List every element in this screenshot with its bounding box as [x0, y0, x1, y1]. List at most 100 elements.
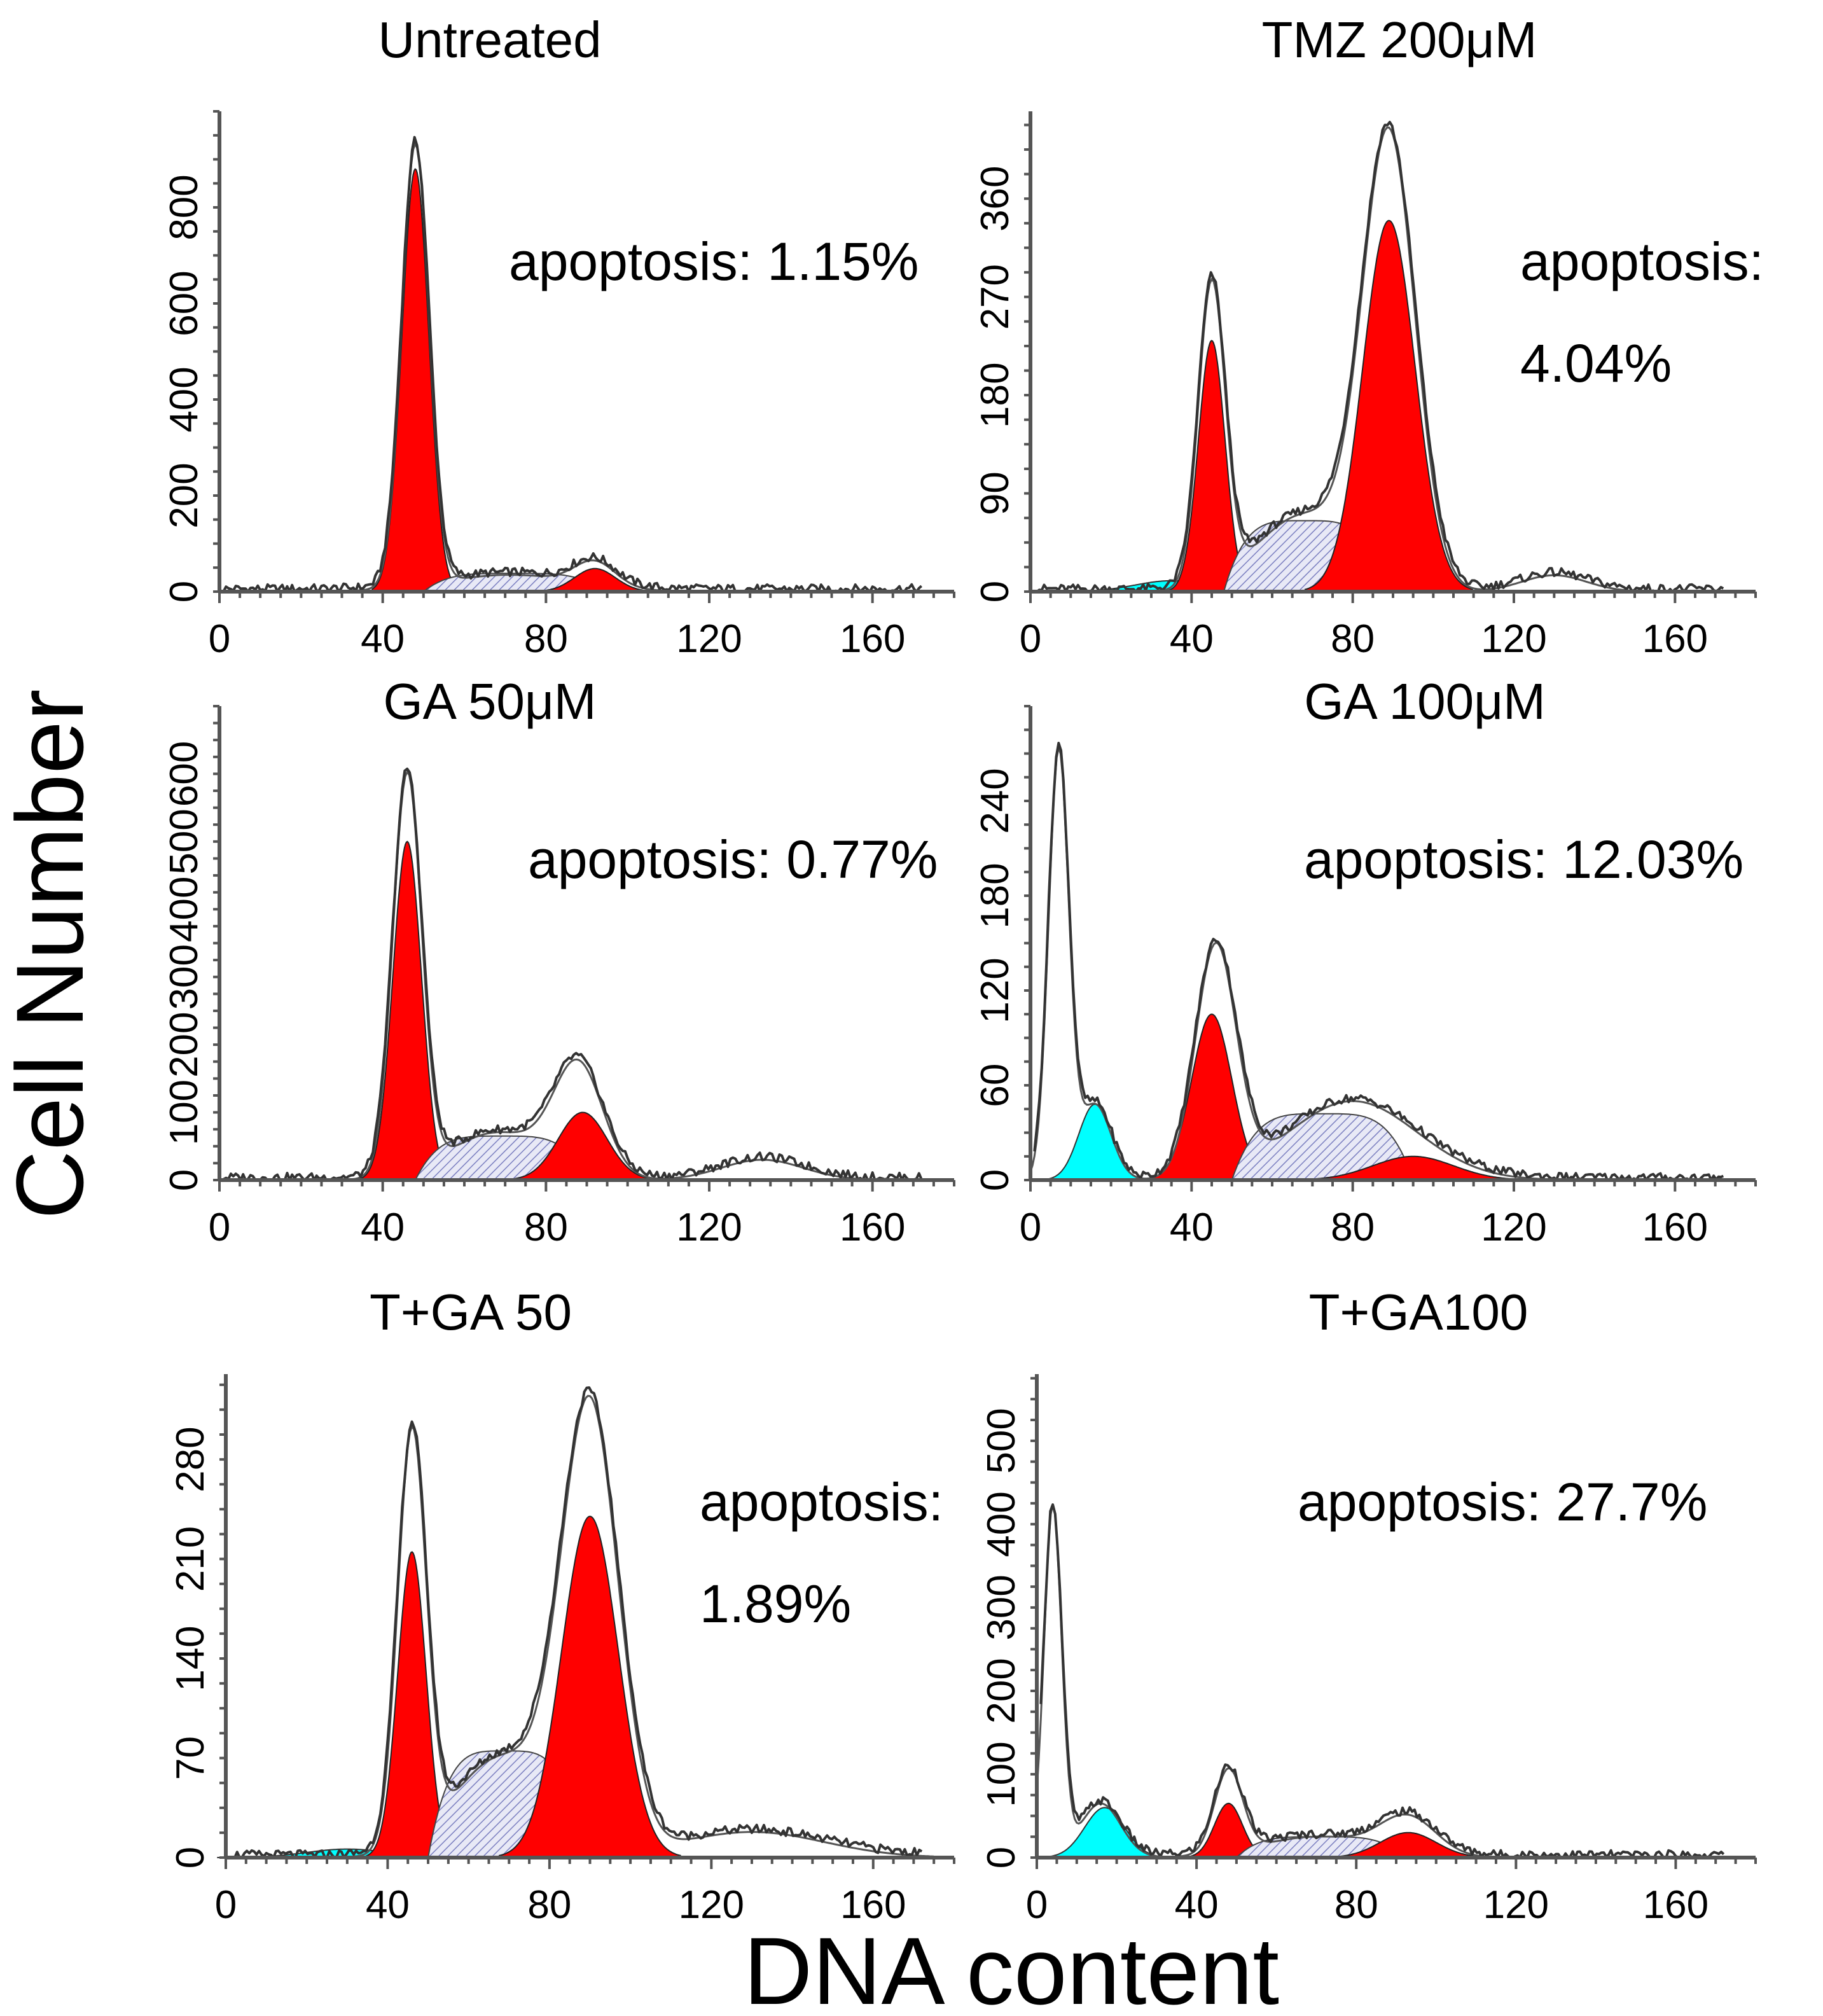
y-axis-label: Cell Number: [0, 689, 103, 1220]
x-tick-label: 120: [676, 1206, 742, 1249]
y-tick-label: 0: [162, 1169, 206, 1191]
x-tick-label: 0: [209, 1206, 230, 1249]
x-tick-label: 160: [1642, 1206, 1708, 1249]
apoptosis-annotation: apoptosis: 27.7%: [1298, 1472, 1707, 1532]
histogram-panels: 0 40 80 120 1600200400600800Untreatedapoptos…: [162, 11, 1764, 1927]
x-tick-label: 80: [524, 617, 568, 661]
apoptosis-annotation: 1.89%: [700, 1574, 851, 1634]
y-tick-label: 400: [162, 366, 206, 432]
y-tick-label: 500: [162, 809, 206, 874]
x-tick-label: 80: [1331, 1206, 1375, 1249]
y-tick-label: 0: [980, 1847, 1023, 1868]
y-tick-label: 0: [169, 1847, 212, 1868]
y-tick-label: 70: [169, 1736, 212, 1780]
x-tick-label: 120: [676, 617, 742, 661]
y-tick-label: 140: [169, 1625, 212, 1691]
y-tick-label: 300: [980, 1575, 1023, 1640]
apoptosis-annotation: apoptosis:: [700, 1472, 943, 1532]
x-tick-label: 0: [1020, 1206, 1041, 1249]
y-tick-label: 60: [973, 1064, 1017, 1108]
histogram-outline: [1034, 120, 1724, 593]
x-tick-label: 0: [209, 617, 230, 661]
y-tick-label: 800: [162, 174, 206, 240]
panel-6: 0 40 80 120 160 0 100 200 300 400 500 T+GA100 apopto…: [980, 1284, 1757, 1927]
red-component-4: [1318, 1832, 1499, 1858]
x-tick-label: 40: [1175, 1883, 1219, 1927]
panel-2: 0 40 80 120 160 0 90 180 270 360 TMZ 200μM apoptosi…: [973, 11, 1764, 661]
y-tick-label: 360: [973, 166, 1017, 232]
x-tick-label: 0: [215, 1883, 237, 1927]
y-tick-label: 270: [973, 264, 1017, 330]
x-tick-label: 0: [1020, 617, 1041, 661]
histogram-outline: [1033, 742, 1724, 1181]
y-tick-label: 100: [980, 1741, 1023, 1807]
y-tick-label: 0: [973, 581, 1017, 602]
red-component-4: [1284, 1155, 1543, 1181]
x-tick-label: 40: [1170, 617, 1214, 661]
red-component-4: [1304, 219, 1473, 592]
panel-5: 0 40 80 120 160 0 70 140 210 280 T+GA 50 apoptosis:…: [169, 1284, 955, 1927]
panel-title: GA 50μM: [383, 673, 596, 730]
x-tick-label: 40: [1170, 1206, 1214, 1249]
histogram-outline: [223, 767, 923, 1181]
y-tick-label: 200: [980, 1658, 1023, 1723]
red-component-3: [529, 567, 661, 592]
x-tick-label: 120: [1481, 1206, 1546, 1249]
panel-4: 0 40 80 120 160 0 60 120 180 240 GA 100μM apoptosis…: [973, 673, 1757, 1249]
y-tick-label: 280: [169, 1426, 212, 1492]
x-tick-label: 120: [679, 1883, 744, 1927]
model-fit-curve: [1029, 747, 1736, 1181]
x-tick-label: 160: [1643, 1883, 1709, 1927]
panel-title: T+GA 50: [370, 1284, 572, 1340]
x-tick-label: 80: [524, 1206, 568, 1249]
x-tick-label: 160: [840, 1206, 905, 1249]
panel-1: 0 40 80 120 160 0 200 400 600 800 Untreated apoptos…: [162, 11, 955, 661]
histogram-outline: [1039, 1503, 1725, 1859]
x-tick-label: 160: [1642, 617, 1708, 661]
x-axis-label: DNA content: [744, 1917, 1279, 2016]
panel-title: TMZ 200μM: [1262, 11, 1537, 68]
y-tick-label: 600: [162, 741, 206, 807]
y-tick-label: 240: [973, 768, 1017, 833]
histogram-outline: [222, 136, 922, 593]
model-fit-curve: [219, 141, 934, 593]
y-tick-label: 200: [162, 462, 206, 528]
y-tick-label: 180: [973, 362, 1017, 428]
panel-title: GA 100μM: [1304, 673, 1546, 730]
apoptosis-annotation: apoptosis:: [1520, 232, 1764, 291]
red-component-4: [499, 1515, 681, 1858]
y-tick-label: 500: [980, 1408, 1023, 1473]
apoptosis-annotation: apoptosis: 1.15%: [509, 232, 918, 291]
y-tick-label: 180: [973, 863, 1017, 928]
x-tick-label: 160: [840, 1883, 906, 1927]
apoptosis-annotation: apoptosis: 12.03%: [1304, 830, 1743, 889]
model-fit-curve: [1036, 1504, 1736, 1859]
x-tick-label: 80: [527, 1883, 571, 1927]
y-tick-label: 90: [973, 471, 1017, 515]
x-tick-label: 80: [1331, 617, 1375, 661]
apoptosis-annotation: apoptosis: 0.77%: [528, 830, 938, 889]
x-tick-label: 120: [1483, 1883, 1549, 1927]
panel-title: Untreated: [378, 11, 601, 68]
y-tick-label: 120: [973, 957, 1017, 1023]
red-component-3: [503, 1111, 662, 1181]
y-tick-label: 600: [162, 270, 206, 336]
y-tick-label: 210: [169, 1526, 212, 1592]
x-tick-label: 40: [361, 1206, 405, 1249]
x-tick-label: 120: [1481, 617, 1546, 661]
y-tick-label: 100: [162, 1080, 206, 1145]
y-tick-label: 200: [162, 1011, 206, 1077]
y-tick-label: 0: [162, 581, 206, 602]
x-tick-label: 40: [361, 617, 405, 661]
y-tick-label: 300: [162, 944, 206, 1010]
x-tick-label: 0: [1026, 1883, 1048, 1927]
x-tick-label: 160: [840, 617, 905, 661]
y-tick-label: 0: [973, 1169, 1017, 1191]
x-tick-label: 40: [366, 1883, 410, 1927]
y-tick-label: 400: [980, 1491, 1023, 1557]
panel-title: T+GA100: [1309, 1284, 1528, 1340]
x-tick-label: 80: [1334, 1883, 1378, 1927]
apoptosis-annotation: 4.04%: [1520, 333, 1672, 393]
